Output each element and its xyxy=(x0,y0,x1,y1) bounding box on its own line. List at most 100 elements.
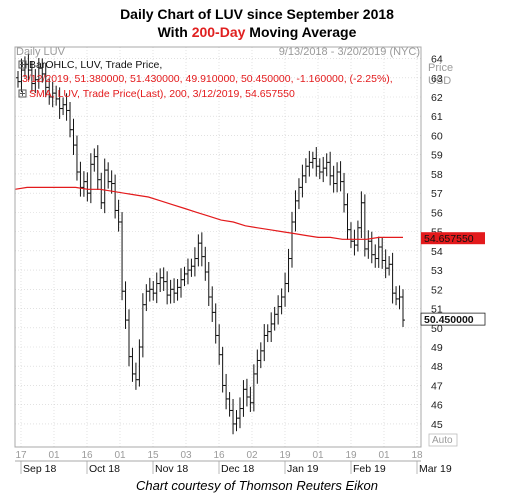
ohlc-bar xyxy=(373,244,378,268)
ohlc-bar xyxy=(283,272,288,307)
legend-sma-icon-plus xyxy=(20,91,25,96)
y-tick-label: 58 xyxy=(431,169,443,181)
ohlc-bar xyxy=(217,324,222,365)
y-tick-label: 63 xyxy=(431,73,443,85)
ohlc-bar xyxy=(199,232,204,267)
ohlc-bar xyxy=(206,261,211,307)
ohlc-bar xyxy=(144,284,149,312)
x-month-tick-label: Jan 19 xyxy=(287,463,319,475)
ohlc-bar xyxy=(345,193,350,240)
ohlc-bar xyxy=(244,378,249,407)
ohlc-bar xyxy=(165,271,170,305)
x-month-tick-label: Mar 19 xyxy=(419,463,452,475)
ohlc-bar xyxy=(310,151,315,169)
ohlc-bar xyxy=(293,190,298,232)
legend-ohlc-line1: BarOHLC, LUV, Trade Price, xyxy=(29,59,162,71)
ohlc-bar xyxy=(123,281,128,329)
y-tick-label: 47 xyxy=(431,380,443,392)
ohlc-bar xyxy=(196,234,201,267)
legend-ohlc-line2: 3/12/2019, 51.380000, 51.430000, 49.9100… xyxy=(22,73,393,85)
x-month-tick-label: Nov 18 xyxy=(155,463,188,475)
plot-frame xyxy=(14,46,422,448)
date-range: 9/13/2018 - 3/20/2019 (NYC) xyxy=(279,46,420,58)
chart-subtitle: With 200-Day Moving Average xyxy=(0,24,514,40)
x-month-tick-label: Feb 19 xyxy=(353,463,386,475)
ohlc-bar xyxy=(401,289,405,328)
sma-tag-background xyxy=(421,232,485,245)
ohlc-bar xyxy=(300,164,305,198)
ohlc-bar xyxy=(203,246,208,281)
ohlc-bar xyxy=(88,153,93,204)
ohlc-bar xyxy=(151,281,156,301)
ohlc-bar xyxy=(168,279,173,304)
ohlc-bar xyxy=(338,161,343,192)
x-month-tick-label: Oct 18 xyxy=(89,463,120,475)
ohlc-bar xyxy=(366,230,371,259)
sma-line xyxy=(14,186,403,240)
y-tick-label: 46 xyxy=(431,400,443,412)
auto-scale-button[interactable] xyxy=(428,433,458,447)
ohlc-bar xyxy=(348,222,353,248)
ohlc-bar xyxy=(147,277,152,302)
ohlc-bar xyxy=(179,268,184,298)
ohlc-bar xyxy=(126,309,131,367)
y-tick-label: 64 xyxy=(431,54,443,66)
ohlc-bar xyxy=(335,162,340,193)
price-axis-label-1: Price xyxy=(428,62,453,74)
subtitle-suffix: Moving Average xyxy=(245,24,357,40)
x-day-tick-label: 01 xyxy=(114,450,126,461)
ohlc-bar xyxy=(286,248,291,293)
ohlc-bar xyxy=(220,346,225,393)
ohlc-bar xyxy=(387,256,392,276)
ohlc-bar xyxy=(210,286,215,322)
ohlc-bar xyxy=(78,161,83,197)
ohlc-bar xyxy=(355,220,360,252)
grid-lines xyxy=(15,47,421,447)
ohlc-bar xyxy=(120,212,125,301)
x-day-tick-label: 16 xyxy=(81,450,93,461)
ohlc-bar xyxy=(265,324,270,343)
y-tick-label: 61 xyxy=(431,111,443,123)
ohlc-bar xyxy=(130,347,135,382)
ohlc-bar xyxy=(113,174,118,219)
x-day-tick-label: 19 xyxy=(279,450,291,461)
ohlc-bar xyxy=(380,237,385,269)
y-tick-label: 52 xyxy=(431,284,443,296)
x-day-tick-label: 16 xyxy=(213,450,225,461)
chart-name: Daily LUV xyxy=(16,46,66,58)
ohlc-bar xyxy=(16,71,20,88)
ohlc-bar xyxy=(95,145,100,191)
legend-sma-icon xyxy=(18,89,27,98)
last-price-tag-background xyxy=(420,312,486,326)
ohlc-bar xyxy=(279,288,284,315)
ohlc-bar xyxy=(172,278,177,304)
ohlc-bar xyxy=(158,268,163,292)
ohlc-bar xyxy=(227,392,232,417)
ohlc-bar xyxy=(189,258,194,277)
ohlc-bar xyxy=(213,303,218,344)
chart-title: Daily Chart of LUV since September 2018 xyxy=(120,6,394,22)
y-tick-label: 48 xyxy=(431,361,443,373)
legend-ohlc-icon xyxy=(18,60,27,69)
x-day-tick-label: 01 xyxy=(312,450,324,461)
ohlc-bar xyxy=(154,272,159,304)
ohlc-bar xyxy=(369,231,374,264)
y-tick-label: 51 xyxy=(431,304,443,316)
ohlc-bar xyxy=(161,267,166,291)
x-day-tick-label: 01 xyxy=(378,450,390,461)
ohlc-bar xyxy=(352,229,357,256)
x-day-tick-label: 18 xyxy=(411,450,423,461)
x-day-tick-label: 03 xyxy=(180,450,192,461)
ohlc-bar xyxy=(317,158,322,180)
ohlc-bar xyxy=(85,172,90,202)
ohlc-bar xyxy=(61,97,66,116)
legend-sma-line: SMA, LUV, Trade Price(Last), 200, 3/12/2… xyxy=(29,88,295,100)
x-day-tick-label: 19 xyxy=(345,450,357,461)
last-price-tag: 50.450000 xyxy=(420,312,486,326)
sma-tag-value: 54.657550 xyxy=(424,233,474,245)
ohlc-bar xyxy=(106,162,111,189)
ohlc-bar xyxy=(269,312,274,342)
ohlc-bar xyxy=(290,211,295,268)
y-tick-label: 57 xyxy=(431,188,443,200)
ohlc-bar xyxy=(359,191,364,239)
